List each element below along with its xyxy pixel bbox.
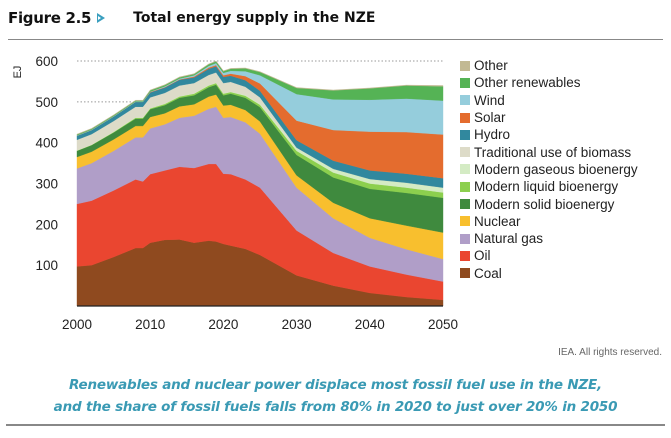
legend-item-modern-liquid-bioenergy: Modern liquid bioenergy bbox=[460, 178, 638, 195]
axes: 100 200 300 400 500 600 2000 2010 2020 2030 2040 20… bbox=[12, 54, 458, 332]
figure-header: Figure 2.5 Total energy supply in the NZ… bbox=[8, 6, 375, 30]
legend-label: Modern liquid bioenergy bbox=[474, 179, 619, 195]
x-tick-label: 2040 bbox=[355, 317, 385, 332]
legend-swatch bbox=[460, 147, 470, 158]
legend-swatch bbox=[460, 164, 470, 175]
legend-label: Modern gaseous bioenergy bbox=[474, 161, 638, 177]
legend-swatch bbox=[460, 268, 470, 279]
legend-label: Coal bbox=[474, 265, 502, 281]
legend-swatch bbox=[460, 199, 470, 210]
x-tick-label: 2010 bbox=[135, 317, 165, 332]
legend-item-natural-gas: Natural gas bbox=[460, 230, 638, 247]
caption-line-1: Renewables and nuclear power displace mo… bbox=[69, 377, 602, 393]
y-tick-label: 100 bbox=[35, 258, 58, 273]
legend-label: Natural gas bbox=[474, 231, 544, 247]
legend-swatch bbox=[460, 112, 470, 123]
legend-swatch bbox=[460, 216, 470, 227]
x-tick-label: 2020 bbox=[208, 317, 238, 332]
legend-item-other: Other bbox=[460, 57, 638, 74]
legend-label: Other renewables bbox=[474, 75, 581, 91]
legend-item-wind: Wind bbox=[460, 92, 638, 109]
top-divider bbox=[8, 39, 663, 40]
legend-item-modern-gaseous-bioenergy: Modern gaseous bioenergy bbox=[460, 161, 638, 178]
legend-item-solar: Solar bbox=[460, 109, 638, 126]
legend-swatch bbox=[460, 77, 470, 88]
legend-item-hydro: Hydro bbox=[460, 126, 638, 143]
legend-swatch bbox=[460, 60, 470, 71]
y-axis-label: EJ bbox=[12, 66, 24, 79]
legend-swatch bbox=[460, 95, 470, 106]
legend-label: Solar bbox=[474, 110, 506, 126]
stacked-area-chart: 100 200 300 400 500 600 2000 2010 2020 2030 2040 20… bbox=[12, 54, 458, 332]
legend-label: Modern solid bioenergy bbox=[474, 196, 615, 212]
figure-title: Total energy supply in the NZE bbox=[133, 10, 376, 26]
legend-item-coal: Coal bbox=[460, 265, 638, 282]
y-tick-label: 600 bbox=[35, 54, 58, 69]
legend-label: Other bbox=[474, 58, 508, 74]
legend-item-other-renewables: Other renewables bbox=[460, 74, 638, 91]
x-tick-label: 2000 bbox=[62, 317, 92, 332]
legend-item-traditional-use-of-biomass: Traditional use of biomass bbox=[460, 143, 638, 160]
legend-swatch bbox=[460, 233, 470, 244]
chart-legend: Other Other renewables Wind Solar Hydro Tradi… bbox=[460, 57, 638, 282]
legend-item-nuclear: Nuclear bbox=[460, 213, 638, 230]
y-tick-label: 400 bbox=[35, 136, 58, 151]
legend-label: Wind bbox=[474, 92, 505, 108]
y-tick-label: 500 bbox=[35, 95, 58, 110]
figure-caption: Renewables and nuclear power displace mo… bbox=[0, 374, 671, 418]
legend-label: Nuclear bbox=[474, 213, 521, 229]
legend-swatch bbox=[460, 181, 470, 192]
caption-line-2: and the share of fossil fuels falls from… bbox=[53, 399, 618, 415]
x-tick-label: 2030 bbox=[282, 317, 312, 332]
legend-label: Hydro bbox=[474, 127, 511, 143]
triangle-right-icon bbox=[97, 13, 106, 23]
credit-text: IEA. All rights reserved. bbox=[558, 347, 662, 358]
y-tick-label: 300 bbox=[35, 177, 58, 192]
bottom-divider bbox=[6, 424, 665, 426]
legend-item-oil: Oil bbox=[460, 247, 638, 264]
area-other bbox=[76, 60, 444, 135]
legend-swatch bbox=[460, 129, 470, 140]
legend-label: Traditional use of biomass bbox=[474, 144, 632, 160]
figure-number: Figure 2.5 bbox=[8, 9, 92, 27]
legend-item-modern-solid-bioenergy: Modern solid bioenergy bbox=[460, 195, 638, 212]
legend-label: Oil bbox=[474, 248, 491, 264]
area-series bbox=[76, 60, 444, 307]
x-tick-label: 2050 bbox=[428, 317, 458, 332]
y-tick-label: 200 bbox=[35, 217, 58, 232]
legend-swatch bbox=[460, 250, 470, 261]
